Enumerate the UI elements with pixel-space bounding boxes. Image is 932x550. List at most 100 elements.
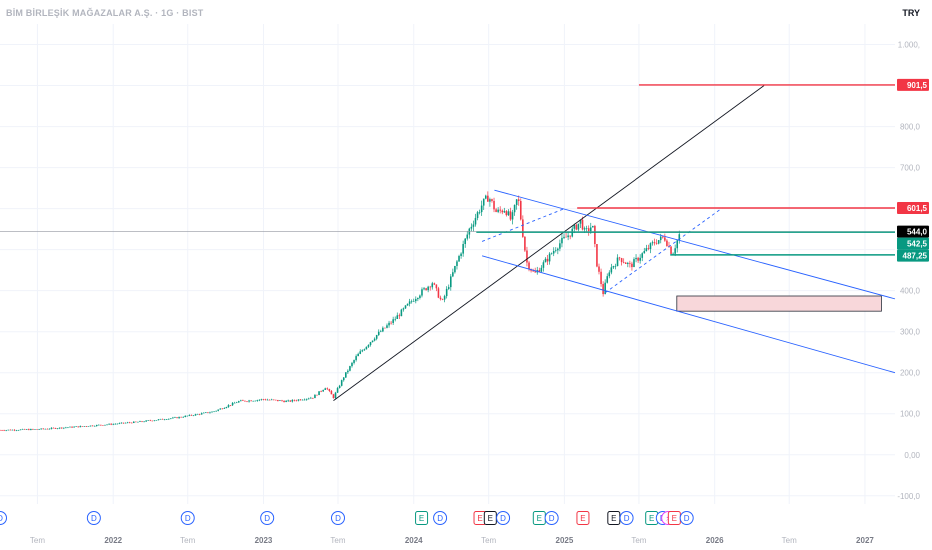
candle-body [297,399,300,401]
candle-body [211,411,213,413]
candle-body [7,429,10,431]
candle-body [67,427,69,428]
candle-body [610,267,613,273]
candle-body [157,419,160,421]
earnings-event-label: E [537,514,542,523]
candle-body [359,351,362,354]
candle-body [221,408,224,410]
candle-body [392,319,394,323]
candle-body [569,235,571,237]
candle-body [499,209,501,211]
levels: 901,5 601,5 544,0 542,5 487,25 [0,78,929,262]
candle-body [65,427,67,429]
candle-body [454,265,456,273]
candle-body [83,426,86,427]
candle-body [9,429,12,431]
candle-body [367,344,370,347]
candle-body [390,322,392,324]
candle-body [480,205,483,213]
x-tick-label: Tem [631,536,646,545]
candle-body [264,399,267,401]
candle-body [30,429,32,431]
candle-body [73,426,75,428]
candle-body [476,212,479,219]
candle-body [594,225,596,245]
candle-body [505,211,508,216]
x-tick-label: 2023 [255,536,273,545]
candle-body [497,209,499,212]
candle-body [361,350,364,352]
candle-body [314,394,316,399]
candle-body [153,420,156,422]
event-markers[interactable]: DDDDDEDEEDEDEEDED⚡ED [0,511,694,525]
candle-body [532,270,534,272]
candle-body [106,424,108,426]
candle-body [63,427,65,429]
candle-body [28,429,30,431]
candle-body [429,286,432,288]
dividend-event-marker [0,511,7,525]
candle-body [622,262,625,263]
candle-body [338,385,341,389]
y-tick-label: -100,0 [897,492,920,501]
candle-body [128,422,131,424]
candle-body [235,402,238,404]
time-axis[interactable]: Tem 2022 Tem 2023 Tem 2024 Tem 2025 Tem 2026 Tem 20… [30,536,874,545]
candle-body [122,422,125,424]
support-542-badge [897,237,929,250]
candle-body [303,399,306,401]
candle-body [176,417,178,419]
candle-body [425,288,427,291]
candle-body [19,429,22,431]
candle-body [324,388,327,390]
candle-body [147,420,150,421]
candle-body [447,287,450,289]
candle-body [460,253,462,256]
candle-body [89,425,92,427]
y-tick-label: 400,0 [900,287,921,296]
candle-body [439,297,442,300]
symbol-title[interactable]: BİM BİRLEŞİK MAĞAZALAR A.Ş. · 1G · BIST [6,8,204,18]
candle-body [248,400,250,402]
candle-body [149,420,152,421]
dividend-event-label: D [624,514,630,523]
candle-body [489,199,491,202]
candle-body [427,286,429,291]
candle-body [95,424,98,427]
candle-body [437,288,440,298]
candle-body [678,234,681,241]
candle-body [445,288,448,297]
candle-body [474,218,477,225]
candle-body [289,400,292,402]
candle-body [604,282,606,295]
dividend-event-marker [433,511,448,525]
channel-upper [494,189,896,300]
currency-label[interactable]: TRY [902,8,920,18]
candle-body [363,349,366,351]
candle-body [250,400,252,402]
candle-body [398,315,401,317]
candle-body [172,417,174,419]
candle-body [161,418,164,420]
candle-body [3,430,5,432]
current-price-badge [897,225,929,238]
candle-body [87,426,90,427]
price-axis[interactable]: 1.000,900,0800,0700,0600,0500,0400,0300,… [897,41,920,501]
candle-body [229,405,232,406]
candle-body [624,262,627,264]
candle-body [511,212,514,220]
candle-body [676,240,679,249]
candle-body [517,199,520,201]
y-tick-label: 100,0 [900,410,921,419]
x-tick-label: Tem [30,536,45,545]
candle-body [534,271,536,273]
candle-body [351,362,353,367]
drawings [333,85,896,401]
candle-body [616,257,619,267]
candle-body [36,429,38,430]
candle-body [42,428,45,430]
candle-body [347,370,349,373]
earnings-event-marker [576,511,590,525]
candle-body [596,244,598,267]
